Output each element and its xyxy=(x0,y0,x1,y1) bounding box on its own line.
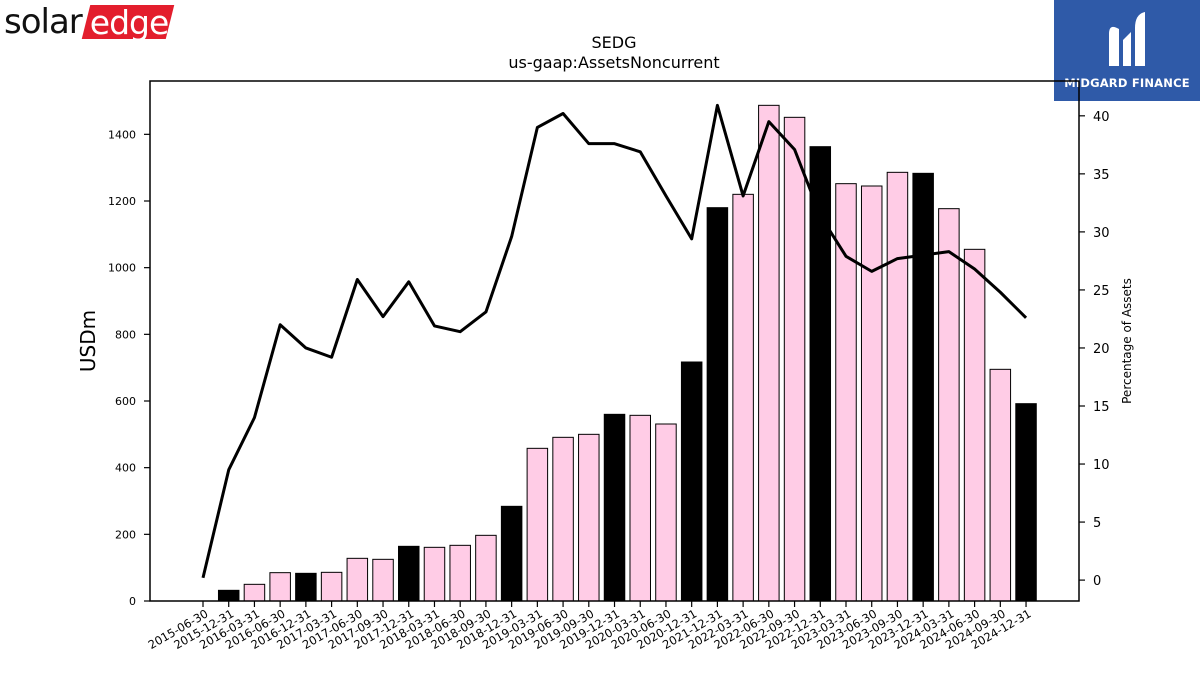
bar-2019-09-30 xyxy=(578,433,600,602)
y2-tick-label-0: 0 xyxy=(1093,574,1101,589)
bar-2024-03-31 xyxy=(938,208,960,602)
bar-2017-06-30 xyxy=(346,557,369,602)
bar-2020-12-31 xyxy=(680,361,703,602)
bar-2020-03-31 xyxy=(629,414,651,602)
y2-tick-label-5: 5 xyxy=(1093,516,1101,531)
bar-2020-06-30 xyxy=(655,423,677,602)
y-tick-label-1200: 1200 xyxy=(108,195,136,208)
bar-2022-06-30 xyxy=(758,104,780,602)
y-tick-label-1000: 1000 xyxy=(108,262,136,275)
bar-2018-06-30 xyxy=(449,544,471,602)
solaredge-logo: solar edge xyxy=(4,2,176,42)
y2-tick-label-30: 30 xyxy=(1093,226,1110,241)
bar-2021-12-31 xyxy=(706,207,729,602)
bar-2019-03-31 xyxy=(526,447,549,602)
bar-2018-09-30 xyxy=(475,534,497,602)
y2-tick-label-20: 20 xyxy=(1093,342,1110,357)
axes-layer: 0 200 400 600 800 1000 1200 1400 0 5 10 15 20 25 30 35 4… xyxy=(108,80,1110,652)
bar-2018-12-31 xyxy=(500,505,523,602)
line-layer xyxy=(201,103,1028,579)
midgard-finance-name: MIDGARD FINANCE xyxy=(1064,76,1190,90)
y2-tick-label-40: 40 xyxy=(1093,110,1110,125)
bar-2024-09-30 xyxy=(989,368,1012,602)
bar-2018-03-31 xyxy=(423,546,446,602)
bar-2023-12-31 xyxy=(912,172,934,602)
bar-2022-03-31 xyxy=(732,193,754,602)
bar-2015-12-31 xyxy=(217,589,240,602)
logo-text-solar: solar xyxy=(4,2,83,42)
y-tick-label-800: 800 xyxy=(115,328,136,341)
y-tick-label-1400: 1400 xyxy=(108,128,136,141)
y2-tick-label-35: 35 xyxy=(1093,168,1110,183)
bar-2019-12-31 xyxy=(603,413,626,602)
bar-2024-06-30 xyxy=(963,248,986,602)
bar-2019-06-30 xyxy=(552,436,574,602)
chart-subtitle: us-gaap:AssetsNoncurrent xyxy=(508,53,719,72)
y-tick-label-400: 400 xyxy=(115,462,136,475)
bar-2016-03-31 xyxy=(243,583,266,602)
percentage-line xyxy=(201,103,1028,579)
bar-2017-03-31 xyxy=(320,571,343,602)
bar-2022-09-30 xyxy=(783,116,806,602)
bar-2016-12-31 xyxy=(295,572,317,602)
bar-2016-06-30 xyxy=(269,572,291,602)
bar-2017-09-30 xyxy=(372,558,394,602)
y-tick-label-0: 0 xyxy=(129,595,136,608)
chart-title: SEDG xyxy=(592,33,637,52)
bar-2023-06-30 xyxy=(860,185,883,602)
y2-axis-label: Percentage of Assets xyxy=(1120,278,1134,404)
y2-tick-label-10: 10 xyxy=(1093,458,1110,473)
y-tick-label-200: 200 xyxy=(115,528,136,541)
bars-layer xyxy=(217,104,1037,602)
y-axis-label: USDm xyxy=(76,310,100,372)
logo-text-edge: edge xyxy=(89,2,169,42)
midgard-mark-icon xyxy=(1109,12,1145,66)
y2-tick-label-15: 15 xyxy=(1093,400,1110,415)
logo-edge-badge: edge xyxy=(81,2,177,42)
y-tick-label-600: 600 xyxy=(115,395,136,408)
midgard-finance-logo: MIDGARD FINANCE xyxy=(1054,0,1200,101)
bar-2024-12-31 xyxy=(1015,403,1037,602)
y2-tick-label-25: 25 xyxy=(1093,284,1110,299)
bar-2017-12-31 xyxy=(398,545,420,602)
bar-2023-09-30 xyxy=(886,171,909,602)
